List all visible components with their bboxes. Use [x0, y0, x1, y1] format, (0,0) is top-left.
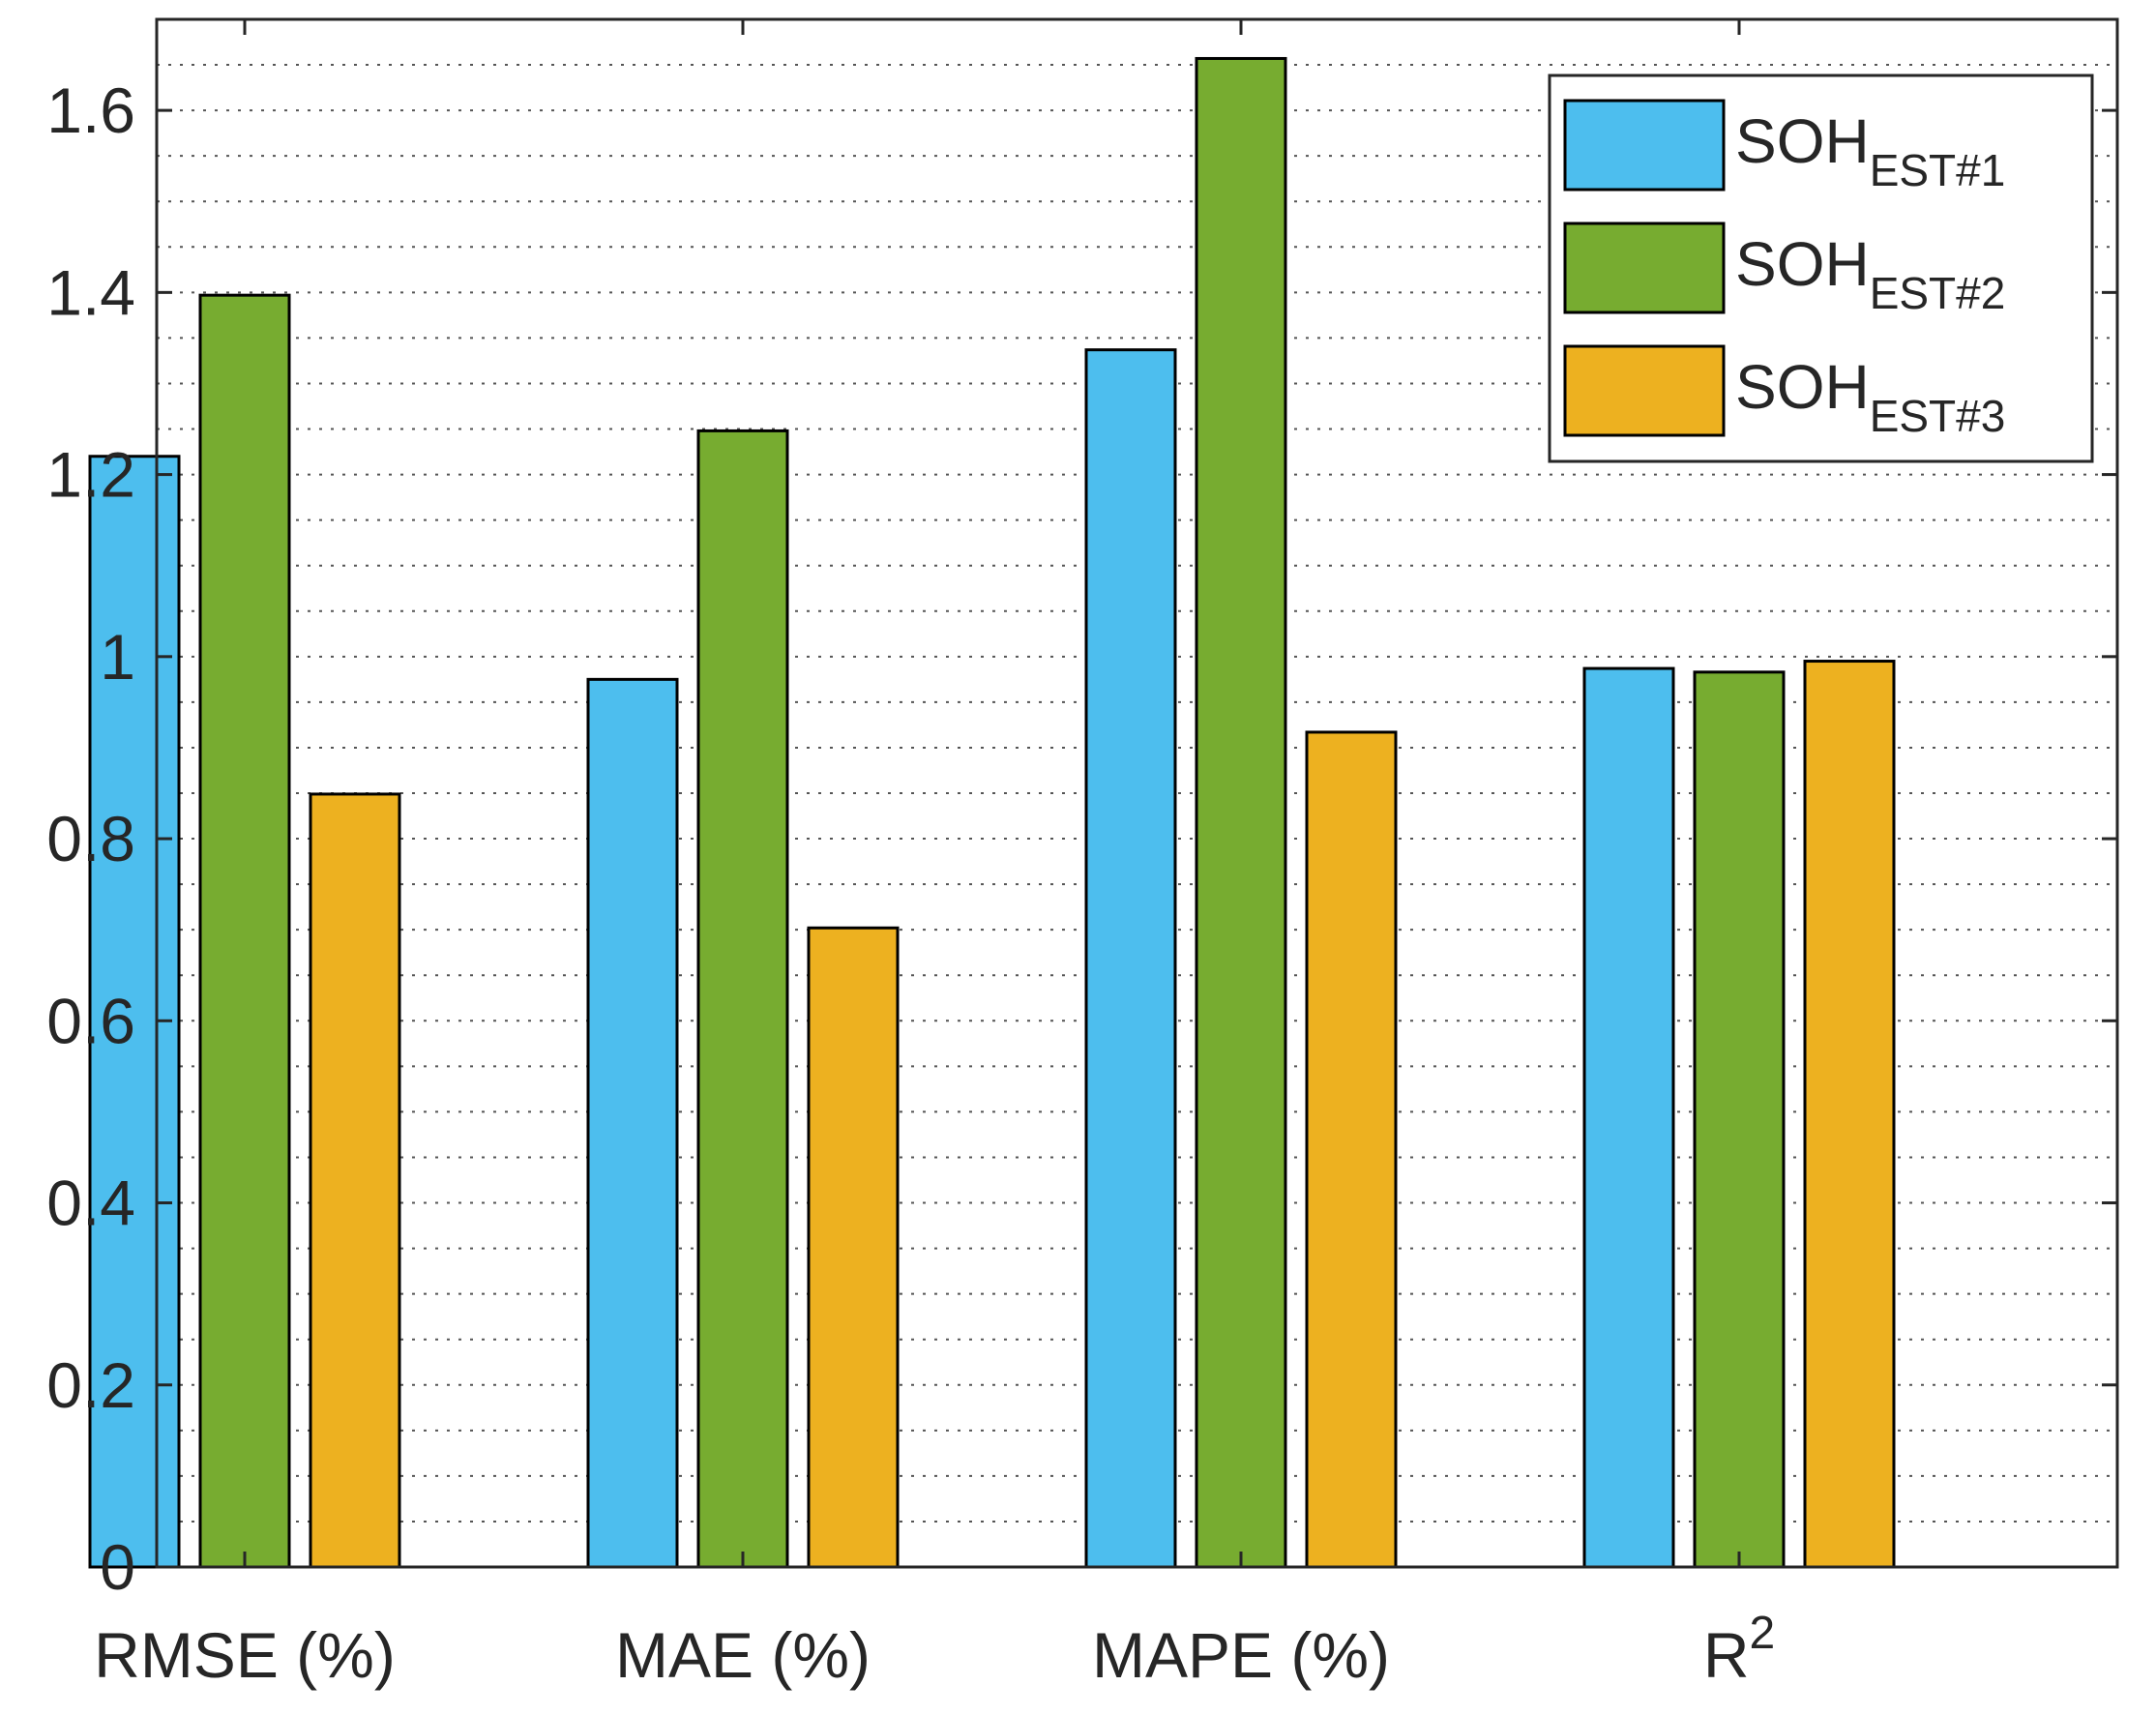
legend-swatch	[1563, 99, 1726, 192]
y-tick-label: 0	[100, 1531, 135, 1603]
y-tick-label: 1.6	[46, 74, 135, 146]
bar	[696, 429, 789, 1569]
x-category-label: RMSE (%)	[94, 1619, 396, 1691]
x-category-label: MAE (%)	[615, 1619, 871, 1691]
bar	[807, 926, 900, 1569]
legend-label: SOHEST#3	[1735, 352, 2005, 441]
plot-frame	[155, 17, 2119, 1569]
bar	[1803, 660, 1896, 1569]
legend-label: SOHEST#2	[1735, 229, 2005, 318]
y-tick-label: 1.2	[46, 439, 135, 511]
y-tick-label: 0.6	[46, 985, 135, 1056]
x-category-label: R2	[1703, 1608, 1775, 1691]
y-tick-label: 1.4	[46, 256, 135, 328]
legend-swatch	[1563, 222, 1726, 314]
legend-label: SOHEST#1	[1735, 106, 2005, 195]
y-tick-label: 0.8	[46, 803, 135, 874]
axes	[155, 17, 2119, 1569]
y-tick-label: 0.2	[46, 1349, 135, 1421]
legend: SOHEST#1 SOHEST#2 SOHEST#3	[1548, 74, 2094, 463]
y-tick-label: 0.4	[46, 1168, 135, 1239]
x-category-label: MAPE (%)	[1092, 1619, 1390, 1691]
grid-lines	[157, 64, 2117, 1523]
bar	[586, 677, 679, 1569]
tick-labels: 0 0.2 0.4 0.6 0.8 1 1.2 1.4 1.6 RMSE (%) MAE (%) MA…	[46, 74, 1775, 1691]
bar	[88, 455, 181, 1569]
bar	[1084, 348, 1177, 1569]
bar	[198, 293, 291, 1569]
bar	[309, 792, 401, 1569]
bar	[1582, 666, 1675, 1569]
bars	[88, 56, 1896, 1569]
bar	[1195, 56, 1287, 1569]
y-tick-label: 1	[100, 621, 135, 693]
legend-swatch	[1563, 344, 1726, 437]
bar	[1305, 730, 1398, 1569]
bar	[1693, 670, 1786, 1569]
